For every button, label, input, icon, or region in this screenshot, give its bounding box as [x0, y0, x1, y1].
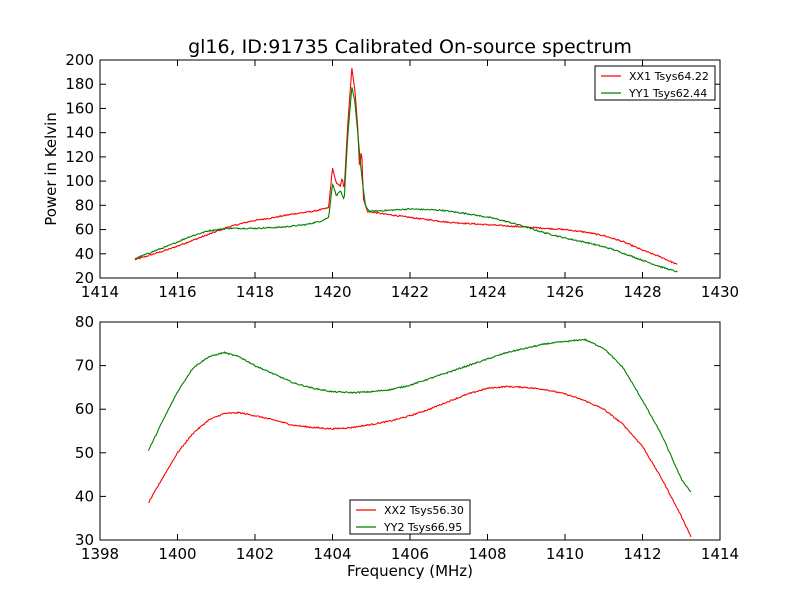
legend-box: [349, 499, 471, 535]
x-tick-label: 1404: [313, 545, 351, 563]
x-tick-label: 1416: [158, 283, 196, 301]
legend-label: YY2 Tsys66.95: [383, 521, 462, 534]
bottom-plot-area: 1398 1400 1402 1404 1406 1408 1410 1412 1414 30 40…: [75, 313, 739, 563]
legend-label: XX2 Tsys56.30: [384, 504, 464, 517]
y-tick-label: 100: [65, 172, 94, 190]
y-tick-label: 140: [65, 124, 94, 142]
y-tick-label: 50: [75, 444, 94, 462]
x-tick-label: 1428: [623, 283, 661, 301]
top-y-axis-label: Power in Kelvin: [42, 112, 60, 226]
legend-label: YY1 Tsys62.44: [628, 87, 707, 100]
x-tick-label: 1402: [236, 545, 274, 563]
x-tick-label: 1414: [701, 545, 739, 563]
y-tick-label: 60: [75, 221, 94, 239]
x-tick-label: 1408: [468, 545, 506, 563]
x-tick-label: 1406: [391, 545, 429, 563]
x-tick-label: 1398: [81, 545, 119, 563]
y-tick-label: 80: [75, 313, 94, 331]
series-line-2-2: [147, 338, 692, 493]
bottom-x-axis-label: Frequency (MHz): [347, 562, 473, 580]
x-tick-label: 1414: [81, 283, 119, 301]
y-tick-label: 40: [75, 487, 94, 505]
x-tick-label: 1420: [313, 283, 351, 301]
x-tick-label: 1410: [546, 545, 584, 563]
x-tick-label: 1400: [158, 545, 196, 563]
x-tick-label: 1422: [391, 283, 429, 301]
top-title: gl16, ID:91735 Calibrated On-source spec…: [188, 36, 632, 58]
x-tick-label: 1424: [468, 283, 506, 301]
y-tick-label: 70: [75, 357, 94, 375]
x-tick-label: 1412: [623, 545, 661, 563]
legend: XX2 Tsys56.30 YY2 Tsys66.95: [349, 499, 471, 535]
y-tick-label: 200: [65, 51, 94, 69]
legend-box: [594, 65, 716, 101]
legend: XX1 Tsys64.22 YY1 Tsys62.44: [594, 65, 716, 101]
y-tick-label: 160: [65, 99, 94, 117]
x-tick-label: 1426: [546, 283, 584, 301]
x-tick-label: 1430: [701, 283, 739, 301]
y-tick-label: 120: [65, 148, 94, 166]
y-tick-label: 40: [75, 245, 94, 263]
y-tick-label: 20: [75, 269, 94, 287]
legend-label: XX1 Tsys64.22: [629, 70, 709, 83]
x-tick-label: 1418: [236, 283, 274, 301]
y-tick-label: 60: [75, 400, 94, 418]
top-plot-area: 1414 1416 1418 1420 1422 1424 1426 1428 1430 20 40…: [65, 51, 739, 301]
y-tick-label: 30: [75, 531, 94, 549]
y-tick-label: 80: [75, 196, 94, 214]
series-line-2-1: [148, 385, 692, 538]
series-line-1-2: [134, 87, 678, 273]
y-tick-label: 180: [65, 75, 94, 93]
